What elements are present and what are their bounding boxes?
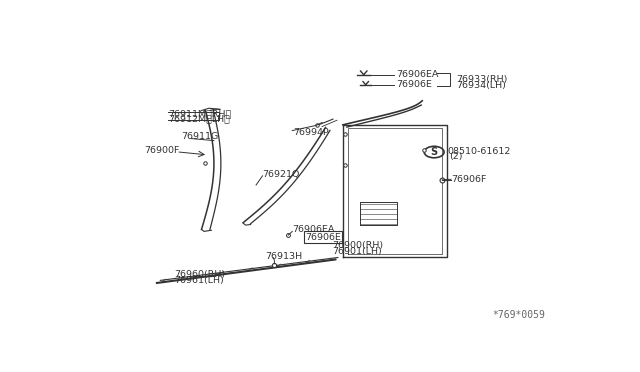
Text: 76960(RH): 76960(RH) — [174, 270, 225, 279]
Text: 76900(RH): 76900(RH) — [332, 241, 383, 250]
Text: 76900F: 76900F — [145, 146, 180, 155]
Text: 76901(LH): 76901(LH) — [332, 247, 381, 256]
Text: 76906EA: 76906EA — [292, 225, 335, 234]
Text: 76961(LH): 76961(LH) — [174, 276, 224, 285]
Text: 76911G: 76911G — [182, 132, 219, 141]
Text: 08510-61612: 08510-61612 — [447, 147, 511, 156]
Text: 76913H: 76913H — [266, 251, 303, 260]
Text: 76994P: 76994P — [293, 128, 329, 137]
Text: *769*0059: *769*0059 — [493, 310, 545, 320]
Text: 76921Q: 76921Q — [262, 170, 300, 179]
Text: 76906E: 76906E — [305, 232, 341, 242]
Text: 76906F: 76906F — [451, 175, 486, 184]
Text: (2): (2) — [449, 153, 463, 161]
Text: 76906EA: 76906EA — [396, 70, 439, 78]
Text: 76912M〈LH〉: 76912M〈LH〉 — [168, 115, 230, 124]
Text: 76906E: 76906E — [396, 80, 433, 89]
Text: 76934(LH): 76934(LH) — [456, 81, 506, 90]
Text: 76933(RH): 76933(RH) — [456, 74, 508, 83]
Text: 76911M〈RH〉: 76911M〈RH〉 — [168, 109, 232, 118]
Text: S: S — [431, 147, 438, 157]
